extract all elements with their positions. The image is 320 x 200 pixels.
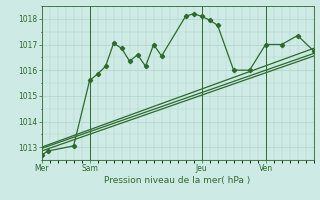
X-axis label: Pression niveau de la mer( hPa ): Pression niveau de la mer( hPa ) <box>104 176 251 185</box>
